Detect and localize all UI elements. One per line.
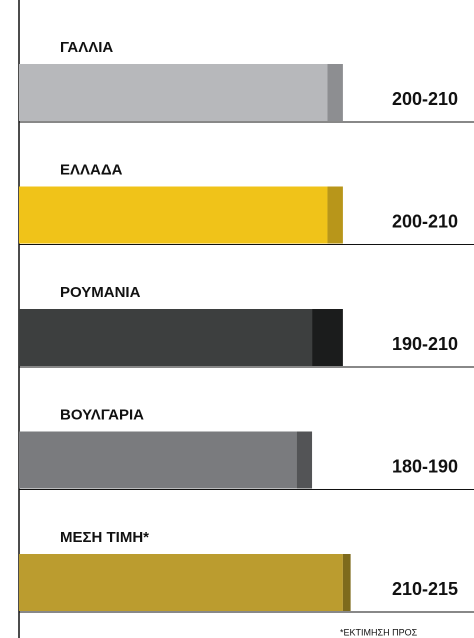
bar	[19, 309, 313, 366]
category-label: ΕΛΛΑΔΑ	[60, 161, 123, 178]
range-bar	[342, 554, 351, 611]
value-label: 200-210	[392, 89, 458, 109]
category-label: ΓΑΛΛΙΑ	[60, 39, 113, 56]
category-label: ΡΟΥΜΑΝΙΑ	[60, 284, 141, 301]
value-label: 190-210	[392, 334, 458, 354]
value-label: 200-210	[392, 211, 458, 231]
range-bar	[312, 309, 343, 366]
footnote: *ΕΚΤΙΜΗΣΗ ΠΡΟΣ	[340, 627, 418, 637]
bar	[19, 431, 297, 489]
bar	[19, 64, 328, 121]
bar	[19, 554, 343, 611]
range-bar	[327, 64, 343, 121]
range-bar	[296, 431, 313, 489]
category-label: ΜΕΣΗ ΤΙΜΗ*	[60, 529, 149, 546]
range-bar	[327, 186, 343, 244]
value-label: 180-190	[392, 456, 458, 476]
category-label: ΒΟΥΛΓΑΡΙΑ	[60, 406, 144, 423]
value-label: 210-215	[392, 579, 458, 599]
bar	[19, 186, 328, 244]
